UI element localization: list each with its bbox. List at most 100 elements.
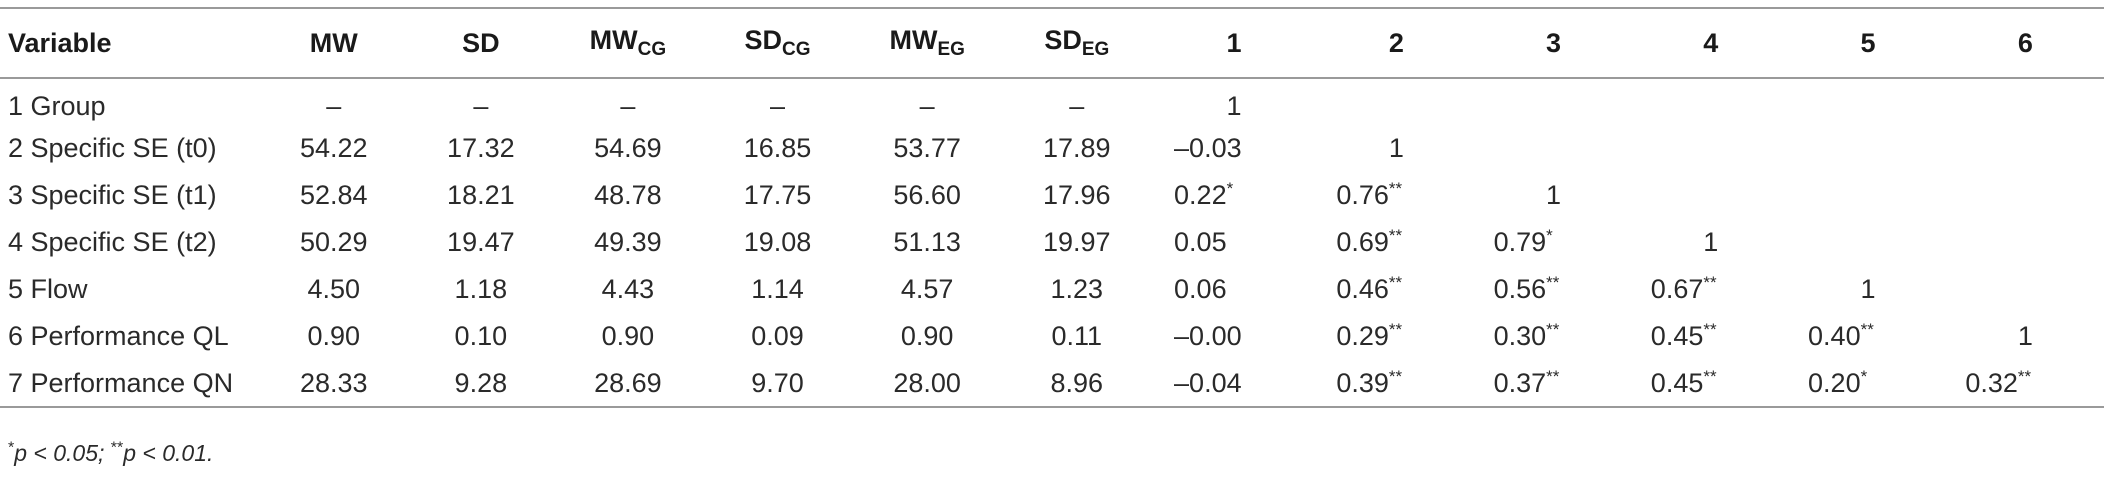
correlation-value: 0.69 (1336, 227, 1389, 257)
footnote-sig2-mark: ** (110, 439, 124, 457)
correlation-value: 0.22 (1174, 180, 1227, 210)
correlation-cell: 0.45** (1632, 360, 1789, 407)
correlation-value-wrap: 0.79* (1494, 227, 1614, 258)
correlation-cell: 0.32** (1947, 360, 2104, 407)
significance-mark: ** (1388, 320, 1403, 339)
significance-mark: ** (1703, 273, 1717, 292)
correlation-value: 0.40 (1808, 321, 1861, 351)
correlation-value-wrap: –0.00 (1174, 321, 1294, 352)
correlation-value: 0.56 (1493, 274, 1547, 304)
footnote-sig2-text: p < 0.01. (123, 440, 214, 466)
correlation-cell: 1 (1150, 78, 1317, 125)
correlation-value-wrap: 0.22* (1174, 180, 1294, 211)
significance-mark: ** (1703, 320, 1717, 339)
table-row: 7 Performance QN 28.33 9.28 28.69 9.70 28.00 8… (0, 360, 2104, 407)
significance-mark: ** (1388, 179, 1403, 198)
correlation-cell: 1 (1318, 125, 1475, 172)
header-label: 6 (2017, 27, 2033, 58)
correlation-value-wrap: 0.45** (1651, 321, 1771, 352)
header-cell: 6 (1947, 8, 2104, 78)
correlation-cell: 1 (1475, 172, 1632, 219)
correlation-table: Variable MW SD MWCG SDCG MWEG SDEG 1 2 3 4 5 6 1 Gro… (0, 7, 2104, 408)
correlation-value: –0.03 (1174, 133, 1242, 163)
header-cell: MW (258, 8, 410, 78)
correlation-cell (1947, 266, 2104, 313)
header-label: SD (462, 27, 500, 58)
table-row: 6 Performance QL 0.90 0.10 0.90 0.09 0.90 0.11… (0, 313, 2104, 360)
stat-cell: – (326, 90, 342, 121)
correlation-value: 0.29 (1336, 321, 1389, 351)
correlation-cell: 0.29** (1318, 313, 1475, 360)
correlation-cell: –0.00 (1150, 313, 1317, 360)
stat-cell: 17.32 (447, 133, 515, 163)
table-body: 1 Group – – – – – – 1 2 Specific SE (t0) 54.22 17.… (0, 78, 2104, 407)
stat-cell: 56.60 (893, 180, 961, 210)
significance-mark: * (1226, 179, 1234, 198)
significance-mark: ** (1388, 273, 1403, 292)
significance-mark: ** (1388, 226, 1403, 245)
correlation-cell: 1 (1947, 313, 2104, 360)
correlation-cell: 0.69** (1318, 219, 1475, 266)
stat-cell: 49.39 (594, 227, 662, 257)
correlation-cell (1475, 78, 1632, 125)
correlation-value-wrap: 0.32** (1965, 368, 2085, 399)
header-label: 3 (1546, 27, 1562, 58)
stat-cell: – (473, 90, 489, 121)
correlation-value-wrap: 0.76** (1336, 180, 1456, 211)
correlation-value: 0.30 (1493, 321, 1547, 351)
correlation-cell: 1 (1789, 266, 1946, 313)
correlation-cell: 0.79* (1475, 219, 1632, 266)
table-row: 5 Flow 4.50 1.18 4.43 1.14 4.57 1.23 0.06 0.46**… (0, 266, 2104, 313)
correlation-cell: 0.30** (1475, 313, 1632, 360)
table-row: 1 Group – – – – – – 1 (0, 78, 2104, 125)
correlation-value: 0.37 (1493, 367, 1547, 398)
significance-mark: * (1546, 226, 1553, 245)
correlation-value: 1 (1226, 90, 1242, 121)
header-label: MW (309, 27, 358, 58)
correlation-value: 0.76 (1336, 180, 1389, 210)
stat-cell: – (620, 90, 636, 121)
stat-cell: 4.57 (900, 274, 954, 304)
header-cell: SDCG (704, 8, 851, 78)
significance-mark: ** (1703, 366, 1717, 386)
correlation-cell (1947, 219, 2104, 266)
correlation-value: 1 (1703, 227, 1719, 257)
footnote-sig1-mark: * (8, 439, 15, 457)
correlation-value: 0.67 (1650, 274, 1704, 304)
significance-mark: ** (1546, 320, 1560, 339)
stat-cell: 9.28 (454, 367, 508, 398)
correlation-value-wrap: 0.37** (1494, 368, 1614, 399)
correlation-cell: 1 (1632, 219, 1789, 266)
variable-cell: 2 Specific SE (t0) (8, 133, 217, 163)
header-row: Variable MW SD MWCG SDCG MWEG SDEG 1 2 3 4 5 6 (0, 8, 2104, 78)
footnote-sig1-text: p < 0.05; (14, 440, 111, 466)
stat-cell: 54.22 (299, 133, 368, 163)
stat-cell: 19.97 (1043, 227, 1111, 257)
correlation-cell: –0.04 (1150, 360, 1317, 407)
correlation-cell: 0.46** (1318, 266, 1475, 313)
header-cell: 3 (1475, 8, 1632, 78)
correlation-value: 0.45 (1650, 367, 1704, 398)
stat-cell: 0.11 (1051, 321, 1103, 351)
header-cell: 1 (1150, 8, 1317, 78)
correlation-value-wrap: 1 (2018, 321, 2033, 351)
significance-mark: ** (2017, 366, 2032, 386)
header-label: 4 (1703, 27, 1719, 58)
correlation-cell (1789, 219, 1946, 266)
header-label: MW (589, 25, 638, 55)
table-header: Variable MW SD MWCG SDCG MWEG SDEG 1 2 3 4 5 6 (0, 8, 2104, 78)
correlation-value: –0.04 (1174, 367, 1242, 398)
correlation-value-wrap: 0.30** (1494, 321, 1614, 352)
correlation-value: 0.05 (1174, 227, 1227, 257)
stat-cell: 4.50 (307, 274, 361, 304)
stat-cell: – (1069, 90, 1085, 121)
significance-mark: ** (1860, 320, 1874, 339)
stat-cell: 0.90 (601, 321, 655, 351)
significance-mark: ** (1546, 366, 1560, 386)
correlation-value: 0.39 (1336, 367, 1389, 398)
stat-cell: 28.33 (299, 367, 368, 398)
table-row: 4 Specific SE (t2) 50.29 19.47 49.39 19.08 51… (0, 219, 2104, 266)
header-variable: Variable (0, 8, 258, 78)
correlation-value: 0.06 (1174, 274, 1227, 304)
correlation-value: 1 (1546, 180, 1562, 210)
